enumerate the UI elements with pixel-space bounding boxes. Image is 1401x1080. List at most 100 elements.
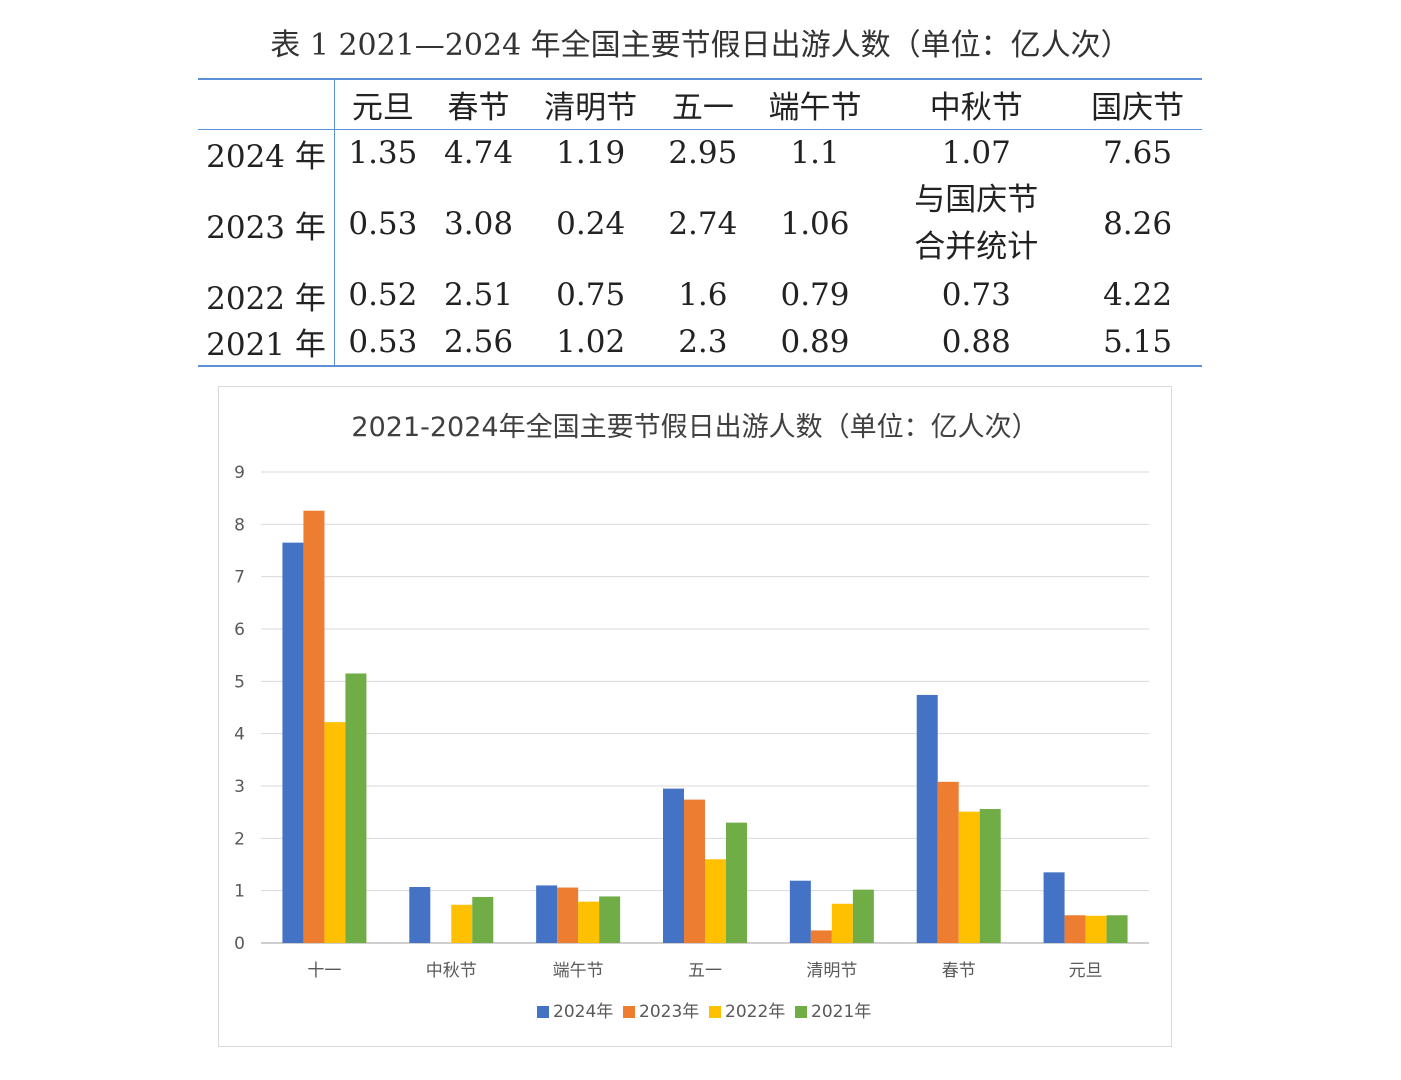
y-tick-label: 3: [234, 777, 245, 797]
bar: [705, 859, 726, 943]
bar: [472, 896, 494, 943]
bar: [684, 799, 705, 943]
table-cell: 1.19: [556, 135, 626, 172]
y-tick-label: 6: [234, 620, 245, 640]
x-tick-label: 中秋节: [426, 961, 477, 981]
table-cell: 2.3: [678, 323, 728, 360]
chart-frame: 2021-2024年全国主要节假日出游人数（单位：亿人次） 0 1 2 3 4 5 6 7 8 9…: [218, 386, 1172, 1047]
bar: [557, 887, 579, 943]
legend-label: 2022年: [725, 1002, 785, 1022]
bar: [979, 809, 1001, 943]
row-year: 2023 年: [198, 176, 335, 272]
table-cell: 7.65: [1103, 135, 1173, 172]
bar: [831, 903, 853, 943]
bar: [1043, 872, 1065, 943]
table-cell: 4.74: [444, 135, 514, 172]
table-row: 2021 年 0.53 2.56 1.02 2.3 0.89 0.88 5.15: [198, 318, 1202, 366]
table-cell: 0.24: [556, 206, 626, 242]
y-tick-label: 2: [234, 829, 245, 849]
bar: [282, 542, 304, 943]
bar-chart: 0 1 2 3 4 5 6 7 8 9 十一 中秋节 端午节 五一 清明节 春节 元旦 2024年 2023年 202…: [234, 463, 1149, 1022]
bar: [536, 885, 558, 943]
bar: [409, 887, 431, 943]
table-row: 2024 年 1.35 4.74 1.19 2.95 1.1 1.07 7.65: [198, 129, 1202, 177]
table-cell: 5.15: [1103, 323, 1173, 360]
table-title: 表 1 2021—2024 年全国主要节假日出游人数（单位：亿人次）: [270, 28, 1131, 63]
y-tick-label: 4: [234, 725, 245, 745]
table-cell: 0.53: [348, 323, 418, 360]
column-header: 中秋节: [879, 79, 1074, 130]
table-cell: 1.07: [941, 135, 1011, 172]
table-cell: 2.95: [668, 135, 738, 172]
y-tick-label: 0: [234, 934, 245, 954]
table-cell: 2.74: [668, 206, 738, 242]
table-row: 2022 年 0.52 2.51 0.75 1.6 0.79 0.73 4.22: [198, 271, 1202, 319]
bar: [599, 896, 621, 943]
legend-swatch: [795, 1006, 807, 1018]
column-header: 五一: [655, 79, 751, 130]
chart-title: 2021-2024年全国主要节假日出游人数（单位：亿人次）: [351, 412, 1039, 443]
table-row: 2023 年 0.53 3.08 0.24 2.74 1.06 与国庆节合并统计…: [198, 176, 1202, 272]
row-year: 2021 年: [198, 318, 335, 366]
bar: [852, 889, 874, 943]
table-cell: 0.53: [348, 206, 418, 242]
legend-label: 2024年: [553, 1002, 613, 1022]
bar: [1106, 915, 1128, 943]
row-year: 2024 年: [198, 129, 335, 177]
table-cell: 0.52: [348, 277, 418, 313]
table-cell: 0.75: [556, 277, 626, 313]
bar: [916, 694, 938, 943]
y-tick-label: 7: [234, 568, 245, 588]
x-tick-label: 十一: [307, 961, 341, 981]
column-header: 春节: [430, 79, 527, 130]
bar: [937, 781, 959, 943]
legend-swatch: [537, 1006, 549, 1018]
bar: [451, 904, 473, 943]
bar: [1085, 915, 1107, 943]
column-header: 元旦: [334, 79, 431, 130]
column-header: 国庆节: [1073, 79, 1202, 130]
y-tick-label: 9: [234, 463, 245, 483]
y-tick-label: 5: [234, 672, 245, 692]
table-cell: 1.02: [556, 323, 626, 360]
bar: [789, 880, 811, 943]
legend-label: 2023年: [639, 1002, 699, 1022]
y-tick-label: 8: [234, 515, 245, 535]
table-cell-merged-note: 与国庆节合并统计: [879, 177, 1073, 272]
bar: [303, 510, 325, 943]
table-cell: 1.1: [790, 135, 840, 172]
merged-note-text: 与国庆节合并统计: [914, 182, 1039, 265]
legend-swatch: [623, 1006, 635, 1018]
table-corner-cell: [198, 79, 335, 130]
bar: [958, 811, 980, 943]
table-cell: 0.89: [780, 323, 850, 360]
data-table: 元旦 春节 清明节 五一 端午节 中秋节 国庆节 2024 年 1.35 4.7…: [198, 78, 1202, 367]
bar: [1064, 915, 1086, 943]
x-tick-label: 端午节: [553, 961, 604, 981]
x-tick-label: 五一: [688, 961, 722, 981]
table-cell: 1.6: [678, 277, 728, 313]
table-cell: 0.88: [941, 323, 1011, 360]
legend-swatch: [709, 1006, 721, 1018]
bar: [726, 822, 747, 943]
table-cell: 8.26: [1103, 206, 1173, 242]
bar: [663, 788, 684, 943]
bar: [345, 673, 367, 943]
table-cell: 2.51: [444, 277, 514, 313]
bar: [810, 930, 832, 943]
y-tick-label: 1: [234, 882, 245, 902]
x-tick-label: 清明节: [806, 961, 857, 981]
table-cell: 2.56: [444, 323, 514, 360]
bar: [324, 722, 346, 943]
column-header: 清明节: [526, 79, 656, 130]
table-cell: 0.73: [941, 277, 1011, 313]
legend-label: 2021年: [811, 1002, 871, 1022]
column-header: 端午节: [750, 79, 880, 130]
table-cell: 1.06: [780, 206, 850, 242]
table-cell: 4.22: [1103, 277, 1173, 313]
x-tick-label: 元旦: [1069, 961, 1103, 981]
table-cell: 1.35: [348, 135, 418, 172]
x-tick-label: 春节: [942, 961, 976, 981]
table-cell: 3.08: [444, 206, 514, 242]
bar: [578, 901, 600, 943]
